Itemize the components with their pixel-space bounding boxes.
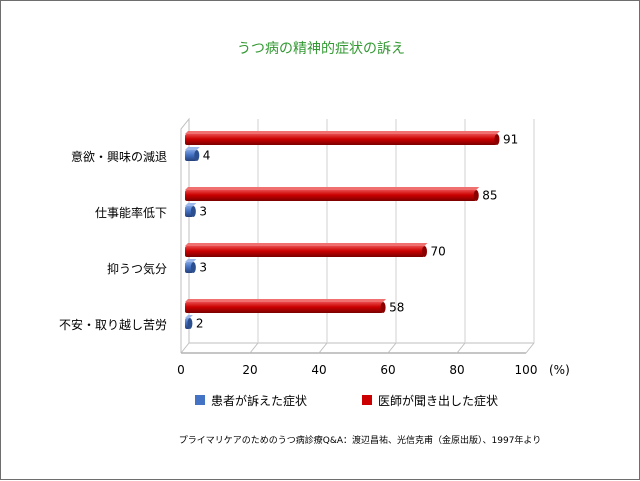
data-label: 85 — [482, 189, 497, 203]
bar-top-face — [185, 315, 193, 318]
bar-doctor — [185, 243, 428, 257]
bar-doctor — [185, 299, 387, 313]
bar-top-face — [185, 243, 428, 246]
x-tick-label: 100 — [515, 363, 538, 377]
bar-top-face — [185, 131, 500, 134]
bar-top-face — [185, 187, 480, 190]
left-wall — [180, 117, 190, 353]
bar-end-cap — [422, 246, 427, 257]
bar-end-cap — [380, 302, 386, 313]
floor-gridline — [387, 342, 397, 354]
bar-doctor — [185, 187, 480, 201]
bars-group — [185, 131, 500, 329]
bar-end-cap — [494, 134, 500, 145]
bar-patient — [185, 147, 200, 161]
bar-front-face — [185, 190, 477, 201]
category-label: 意欲・興味の減退 — [71, 149, 167, 164]
category-label: 抑うつ気分 — [107, 261, 167, 276]
chart-axes: 0 20 40 60 80 100 — [177, 117, 538, 377]
legend: 患者が訴えた症状 医師が聞き出した症状 — [195, 393, 498, 408]
x-tick-label: 60 — [380, 363, 395, 377]
data-label: 3 — [199, 205, 207, 219]
data-label: 3 — [199, 261, 207, 275]
floor-gridline — [318, 342, 328, 354]
floor-gridline — [525, 342, 535, 354]
bar-end-cap — [473, 190, 479, 201]
data-label: 4 — [203, 149, 211, 163]
bar-end-cap — [187, 318, 193, 329]
x-tick-label: 0 — [177, 363, 185, 377]
bar-end-cap — [190, 206, 196, 217]
data-label: 2 — [196, 317, 204, 331]
floor-gridline — [249, 342, 259, 354]
x-tick-label: 40 — [311, 363, 326, 377]
labels-group: 意欲・興味の減退 91 4 仕事能率低下 85 3 抑うつ気分 70 3 不安・取り越し苦労 58 2 — [59, 133, 518, 333]
bar-top-face — [185, 259, 197, 262]
source-citation: プライマリケアのためのうつ病診療Q&A：渡辺昌祐、光信克甫（金原出版）、1997… — [179, 434, 542, 446]
legend-label-patient: 患者が訴えた症状 — [211, 393, 307, 408]
bar-patient — [185, 259, 197, 273]
chart-title: うつ病の精神的症状の訴え — [237, 41, 405, 57]
bar-end-cap — [190, 262, 196, 273]
bar-doctor — [185, 131, 500, 145]
category-label: 仕事能率低下 — [95, 205, 167, 220]
bar-patient — [185, 203, 197, 217]
bar-front-face — [185, 246, 425, 257]
bar-front-face — [185, 150, 197, 161]
bar-top-face — [185, 299, 387, 302]
x-tick-label: 20 — [242, 363, 257, 377]
data-label: 70 — [431, 245, 446, 259]
bar-end-cap — [194, 150, 200, 161]
legend-swatch-doctor — [362, 395, 372, 405]
legend-label-doctor: 医師が聞き出した症状 — [378, 393, 498, 408]
floor-gridline — [180, 342, 190, 354]
floor-gridline — [456, 342, 466, 354]
bar-front-face — [185, 134, 497, 145]
category-label: 不安・取り越し苦労 — [59, 317, 167, 332]
bar-patient — [185, 315, 193, 329]
x-axis-unit: (%) — [549, 363, 570, 377]
bar-top-face — [185, 147, 200, 150]
data-label: 91 — [503, 133, 518, 147]
bar-top-face — [185, 203, 197, 206]
bar-front-face — [185, 302, 384, 313]
legend-swatch-patient — [195, 395, 205, 405]
x-tick-label: 80 — [449, 363, 464, 377]
data-label: 58 — [389, 301, 404, 315]
